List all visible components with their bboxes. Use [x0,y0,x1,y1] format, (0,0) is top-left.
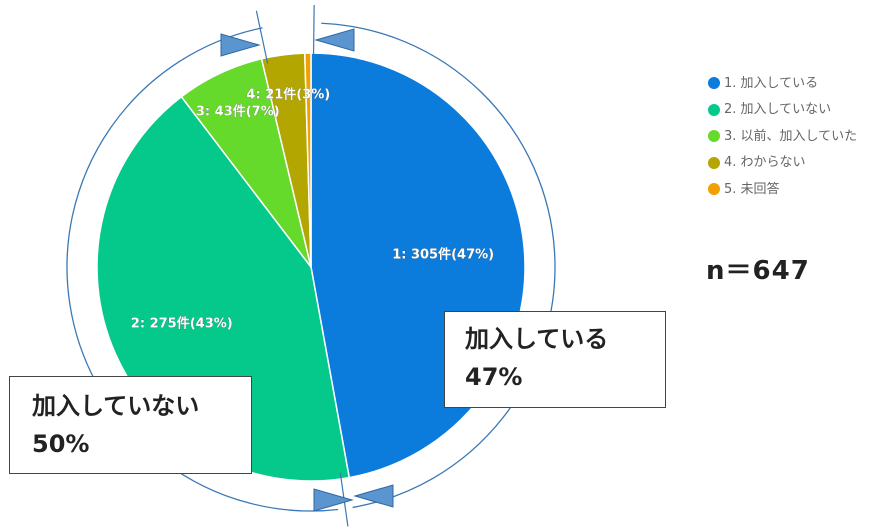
legend-label: 4. わからない [724,155,806,171]
bracket-arc-left [66,27,339,512]
arrow-top-left [220,33,261,57]
legend-swatch [708,183,720,196]
legend-label: 1. 加入している [724,75,819,91]
bracket-arc-right [321,22,556,509]
data-label-3: 3: 43件(7%) [196,104,280,120]
data-label-4: 4: 21件(3%) [246,87,330,103]
legend-item-5: 5. 未回答 [708,176,857,203]
legend-item-2: 2. 加入していない [708,97,857,124]
pie-slice-1 [310,52,526,479]
legend-swatch [708,130,720,143]
arrow-bottom-left [313,488,354,512]
legend-label: 2. 加入していない [724,102,832,118]
legend-item-4: 4. わからない [708,150,857,177]
callout-not-joined-title: 加入していない [32,392,200,420]
callout-not-joined-percent: 50% [32,430,90,458]
legend-item-1: 1. 加入している [708,70,857,97]
divider-line-top-left [255,10,269,64]
callout-not-joined: 加入していない 50% [9,376,252,474]
data-label-2: 2: 275件(43%) [131,315,233,331]
legend-label: 5. 未回答 [724,181,780,197]
callout-joined-percent: 47% [465,363,523,391]
legend-swatch [708,103,720,116]
callout-joined: 加入している 47% [444,311,666,408]
legend-item-3: 3. 以前、加入していた [708,123,857,150]
arrow-bottom-right [353,484,394,508]
legend: 1. 加入している 2. 加入していない 3. 以前、加入していた 4. わからない 5… [708,70,857,203]
legend-swatch [708,156,720,169]
pie-slice-5 [303,52,312,268]
sample-size-label: n＝647 [706,256,810,286]
legend-swatch [708,77,720,90]
data-label-1: 1: 305件(47%) [392,247,494,263]
divider-line-top [312,5,315,60]
callout-joined-title: 加入している [465,325,609,353]
legend-label: 3. 以前、加入していた [724,128,858,144]
arrow-top-right [314,28,355,52]
